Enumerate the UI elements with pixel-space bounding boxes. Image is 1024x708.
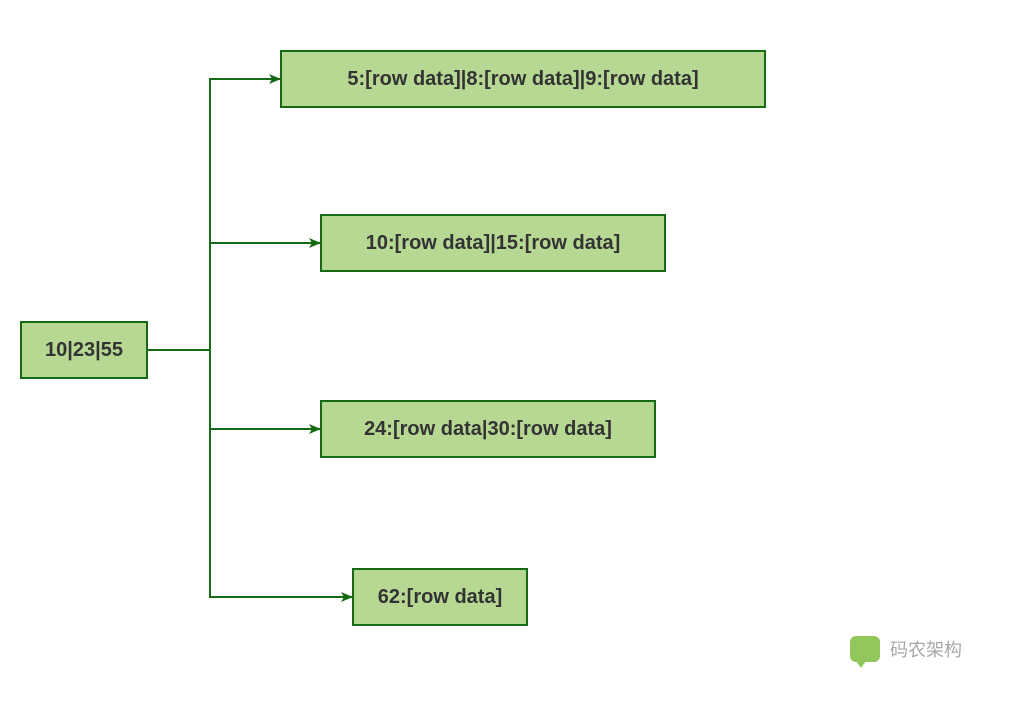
node-label: 10:[row data]|15:[row data] <box>366 232 621 255</box>
leaf-node: 10:[row data]|15:[row data] <box>320 214 666 272</box>
leaf-node: 24:[row data|30:[row data] <box>320 400 656 458</box>
leaf-node: 5:[row data]|8:[row data]|9:[row data] <box>280 50 766 108</box>
leaf-node: 62:[row data] <box>352 568 528 626</box>
edge <box>148 243 320 350</box>
node-label: 5:[row data]|8:[row data]|9:[row data] <box>347 68 698 91</box>
node-label: 62:[row data] <box>378 586 502 609</box>
watermark-text: 码农架构 <box>890 636 962 662</box>
watermark: 码农架构 <box>850 636 962 662</box>
node-label: 24:[row data|30:[row data] <box>364 418 612 441</box>
root-node: 10|23|55 <box>20 321 148 379</box>
edge <box>148 79 280 350</box>
edge <box>148 350 320 429</box>
node-label: 10|23|55 <box>45 339 123 362</box>
wechat-icon <box>850 636 880 662</box>
edge <box>148 350 352 597</box>
